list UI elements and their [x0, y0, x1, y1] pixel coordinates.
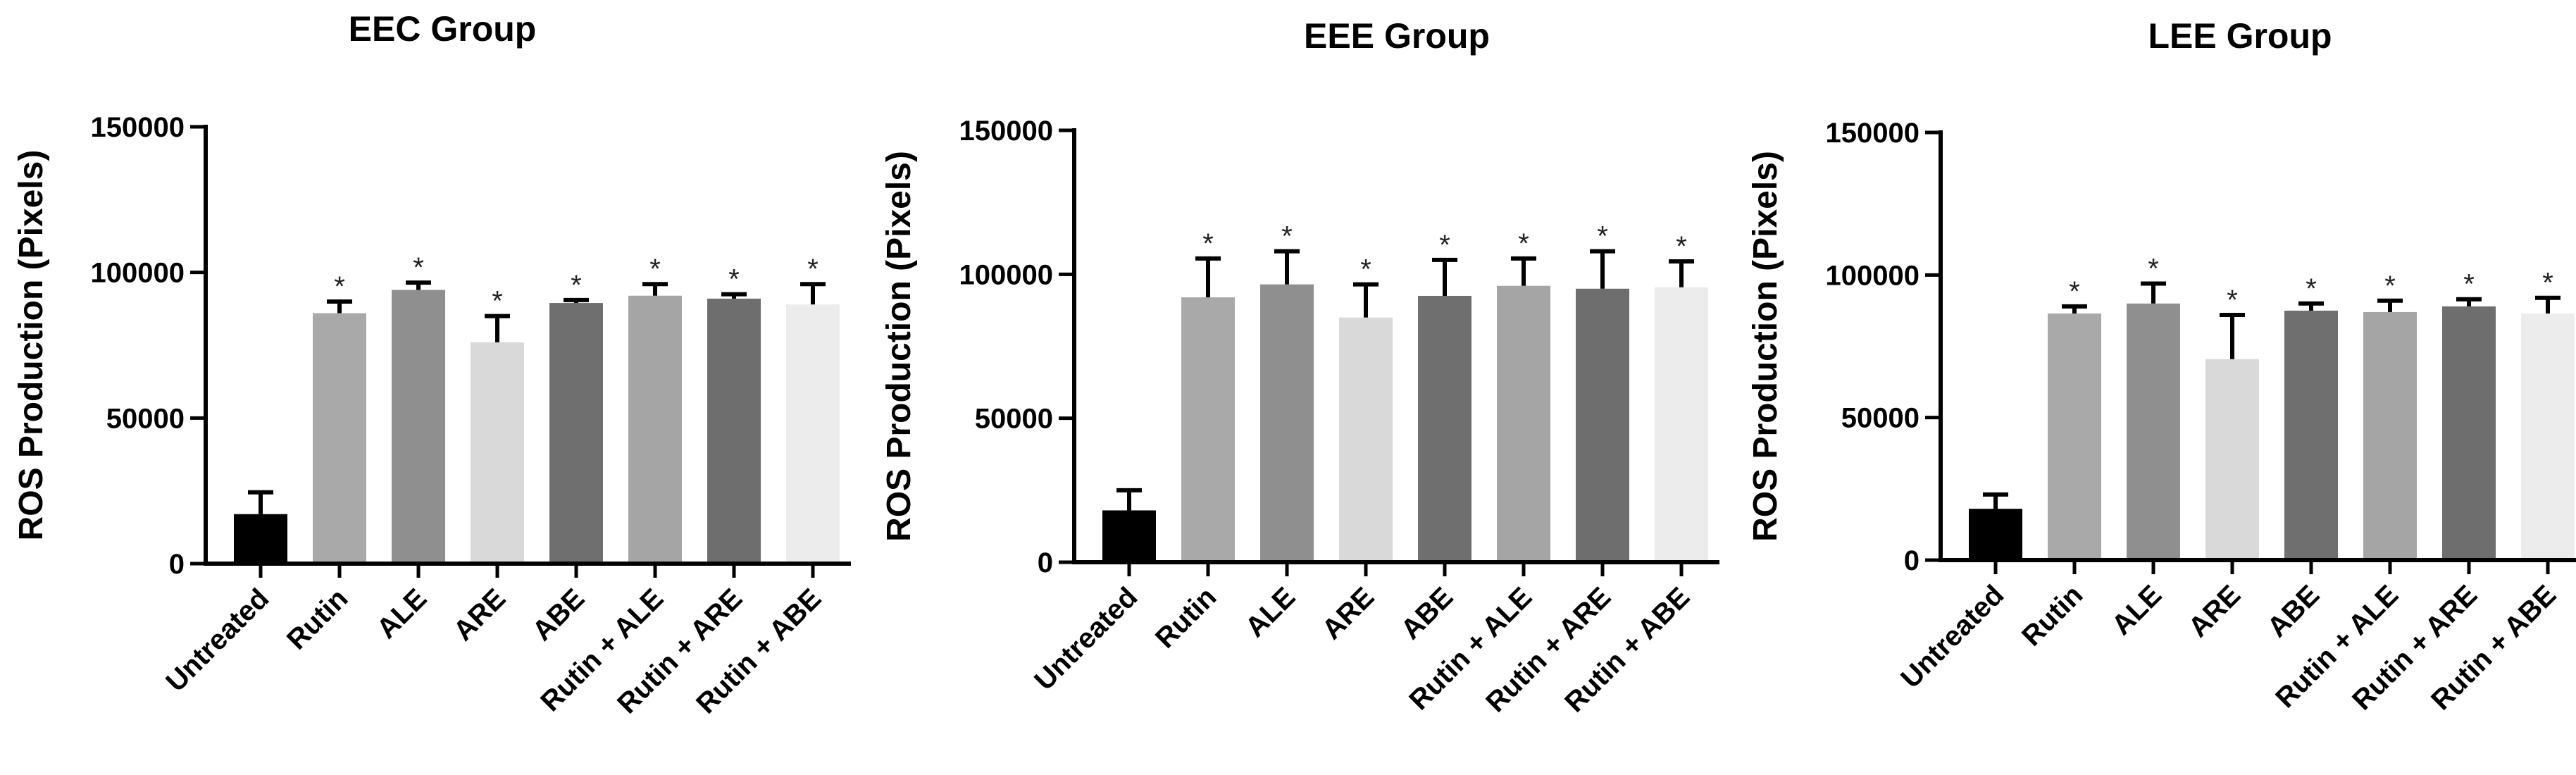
y-tick-label: 150000	[91, 112, 185, 143]
y-tick-label: 150000	[959, 116, 1053, 147]
x-tick-label: Untreated	[1895, 579, 2010, 694]
y-tick-label: 0	[169, 549, 185, 580]
significance-marker: *	[571, 270, 582, 301]
significance-marker: *	[728, 264, 740, 295]
x-tick-label: Rutin	[1150, 581, 1222, 654]
bar-4	[1339, 317, 1393, 562]
significance-marker: *	[649, 254, 661, 285]
significance-marker: *	[413, 252, 424, 283]
bar-5	[549, 303, 603, 564]
significance-marker: *	[2227, 285, 2238, 316]
bar-3	[392, 290, 445, 564]
bar-7	[707, 298, 761, 564]
x-tick-label: ARE	[1317, 581, 1381, 645]
y-tick-label: 100000	[1826, 260, 1919, 291]
significance-marker: *	[334, 271, 345, 302]
y-tick-label: 50000	[1841, 403, 1919, 434]
significance-marker: *	[1439, 230, 1450, 261]
chart-panel-1: EEC Group ROS Production (Pixels) * * * * * * * 0…	[13, 9, 851, 720]
bar-1	[234, 514, 287, 564]
chart-title: EEE Group	[1304, 16, 1490, 56]
y-axis-title: ROS Production (Pixels)	[1747, 151, 1784, 542]
x-tick-label: ALE	[371, 583, 433, 645]
chart-title: EEC Group	[349, 9, 537, 49]
bar-6	[1497, 285, 1550, 562]
x-tick-label: ALE	[2106, 579, 2168, 641]
bar-7	[1576, 288, 1629, 562]
chart-panel-3: LEE Group ROS Production (Pixels) * * * * * * * 0…	[1747, 16, 2576, 717]
significance-marker: *	[807, 254, 819, 285]
significance-marker: *	[2384, 271, 2396, 302]
x-tick-label: Rutin	[281, 583, 354, 655]
y-tick-label: 100000	[91, 258, 185, 289]
significance-marker: *	[2542, 268, 2553, 299]
significance-marker: *	[1597, 221, 1608, 252]
significance-marker: *	[2069, 276, 2080, 307]
bar-4	[471, 342, 524, 564]
significance-marker: *	[1202, 228, 1214, 259]
y-tick-label: 0	[1904, 545, 1919, 576]
significance-marker: *	[2306, 273, 2317, 304]
bar-7	[2442, 306, 2496, 560]
bar-8	[1655, 287, 1708, 562]
bar-8	[786, 304, 840, 564]
significance-marker: *	[492, 286, 503, 317]
x-tick-label: ABE	[2262, 579, 2326, 643]
significance-marker: *	[1676, 231, 1687, 262]
bar-2	[313, 313, 366, 564]
y-tick-label: 50000	[106, 403, 185, 434]
bar-5	[1418, 295, 1471, 562]
x-tick-label: ARE	[2183, 579, 2247, 643]
significance-marker: *	[2148, 253, 2159, 284]
significance-marker: *	[1360, 254, 1371, 285]
bar-1	[1102, 510, 1156, 562]
bar-2	[1181, 297, 1235, 562]
x-tick-label: Untreated	[160, 583, 275, 698]
y-tick-label: 150000	[1826, 118, 1919, 149]
x-tick-label: Rutin	[2016, 579, 2089, 652]
bar-4	[2205, 359, 2259, 560]
bar-6	[2363, 311, 2417, 560]
x-tick-label: ARE	[448, 583, 512, 647]
y-axis-title: ROS Production (Pixels)	[881, 151, 918, 542]
x-tick-label: Untreated	[1028, 581, 1143, 696]
y-tick-label: 100000	[959, 259, 1053, 290]
significance-marker: *	[2463, 269, 2475, 300]
bar-5	[2284, 310, 2338, 560]
x-tick-label: ALE	[1240, 581, 1302, 643]
bar-8	[2521, 313, 2575, 560]
bar-3	[1260, 284, 1314, 562]
x-tick-label: ABE	[1395, 581, 1460, 645]
y-tick-label: 50000	[975, 404, 1053, 435]
bar-1	[1969, 509, 2022, 560]
y-tick-label: 0	[1038, 547, 1053, 578]
x-tick-label: ABE	[527, 583, 591, 647]
chart-title: LEE Group	[2148, 16, 2332, 56]
chart-panel-2: EEE Group ROS Production (Pixels) * * * * * * * 0…	[881, 16, 1719, 719]
significance-marker: *	[1518, 228, 1529, 259]
y-axis-title: ROS Production (Pixels)	[13, 150, 50, 541]
bar-3	[2127, 303, 2180, 560]
bar-2	[2048, 313, 2101, 560]
significance-marker: *	[1281, 221, 1293, 252]
bar-6	[628, 295, 682, 564]
